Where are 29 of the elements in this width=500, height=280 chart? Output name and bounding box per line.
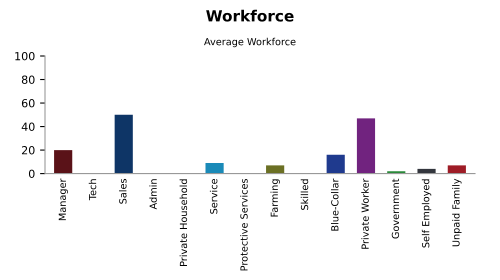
x-tick-label: Admin	[149, 179, 157, 210]
bar	[114, 114, 133, 174]
y-tick-label: 100	[15, 52, 35, 60]
x-tick-label: Private Worker	[361, 178, 369, 249]
x-tick-label: Unpaid Family	[452, 178, 462, 246]
x-tick-label: Tech	[88, 179, 96, 200]
bar	[326, 154, 345, 174]
x-tick-label: Blue-Collar	[331, 178, 339, 231]
x-tick-label: Farming	[270, 179, 280, 216]
x-tick-label: Self Employed	[422, 179, 432, 248]
x-tick-label: Government	[392, 178, 400, 239]
bar	[205, 163, 224, 174]
x-tick-label: Protective Services	[240, 178, 248, 270]
y-tick-label: 0	[28, 170, 35, 178]
chart-title: Workforce	[206, 10, 294, 22]
chart-subtitle: Average Workforce	[204, 38, 296, 48]
y-tick-label: 80	[22, 75, 35, 84]
bar	[356, 118, 376, 174]
y-tick-label: 60	[22, 99, 35, 108]
bar	[448, 165, 466, 174]
y-tick-label: 40	[22, 122, 35, 131]
bar	[266, 165, 284, 174]
x-tick-label: Private Household	[180, 179, 188, 266]
y-tick-label: 20	[22, 146, 35, 154]
bar	[54, 150, 72, 174]
x-tick-label: Sales	[119, 178, 127, 204]
x-tick-label: Manager	[58, 178, 68, 220]
x-tick-label: Skilled	[300, 179, 308, 210]
x-tick-label: Service	[210, 178, 218, 214]
